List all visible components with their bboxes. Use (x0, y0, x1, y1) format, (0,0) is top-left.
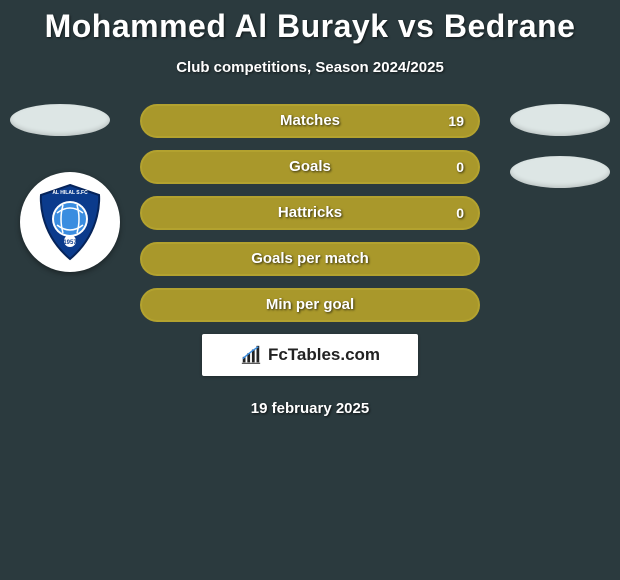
club-badge-circle: 1957 AL HILAL S.FC (20, 172, 120, 272)
page-subtitle: Club competitions, Season 2024/2025 (0, 59, 620, 76)
fctables-brand-text: FcTables.com (268, 345, 380, 365)
barchart-icon (240, 344, 262, 366)
stat-row: Min per goal (140, 288, 480, 322)
player1-photo-placeholder (10, 104, 110, 136)
stats-bars: Matches19 Goals0 Hattricks0 Goals per match… (140, 104, 480, 334)
stat-bar-fill (140, 150, 480, 184)
svg-text:1957: 1957 (63, 240, 77, 246)
stat-bar-fill (140, 288, 480, 322)
fctables-brand-box: FcTables.com (202, 334, 418, 376)
stat-row: Matches19 (140, 104, 480, 138)
alhilal-crest-icon: 1957 AL HILAL S.FC (27, 179, 113, 265)
svg-text:AL HILAL S.FC: AL HILAL S.FC (52, 190, 88, 196)
stat-bar-fill (140, 242, 480, 276)
snapshot-date: 19 february 2025 (0, 400, 620, 417)
stat-row: Goals0 (140, 150, 480, 184)
stat-bar-fill (140, 196, 480, 230)
stat-row: Hattricks0 (140, 196, 480, 230)
stat-bar-fill (140, 104, 480, 138)
stat-row: Goals per match (140, 242, 480, 276)
player1-club-badge: 1957 AL HILAL S.FC (20, 172, 120, 272)
player2-badge-placeholder (510, 156, 610, 188)
page-title: Mohammed Al Burayk vs Bedrane (0, 0, 620, 45)
player2-photo-placeholder (510, 104, 610, 136)
